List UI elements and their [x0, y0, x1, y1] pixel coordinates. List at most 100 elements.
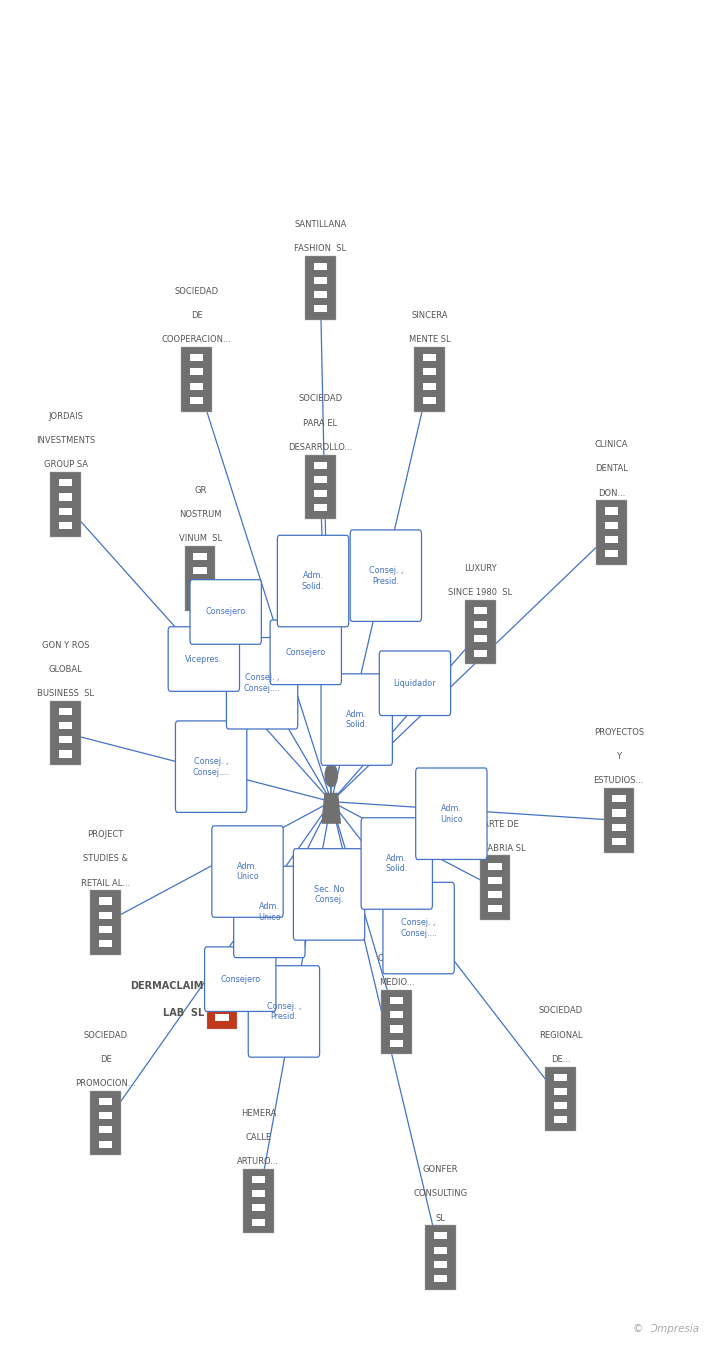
- Text: Consej. ,
Consej....: Consej. , Consej....: [244, 674, 280, 693]
- Bar: [474, 621, 481, 628]
- Text: GON Y ROS: GON Y ROS: [41, 640, 90, 650]
- Bar: [199, 581, 207, 589]
- Bar: [99, 1126, 106, 1134]
- Text: PARA EL: PARA EL: [304, 418, 337, 428]
- Bar: [221, 971, 229, 979]
- Bar: [196, 369, 203, 375]
- Bar: [314, 262, 321, 270]
- Bar: [612, 823, 620, 831]
- Bar: [618, 795, 625, 803]
- Text: Adm.
Unico: Adm. Unico: [236, 862, 259, 881]
- Bar: [314, 277, 321, 284]
- FancyBboxPatch shape: [168, 627, 240, 691]
- Text: PROMOCION...: PROMOCION...: [75, 1079, 136, 1088]
- Bar: [99, 1112, 106, 1119]
- Polygon shape: [322, 792, 341, 823]
- FancyBboxPatch shape: [175, 721, 247, 812]
- Text: Vicepres.: Vicepres.: [186, 655, 222, 663]
- Bar: [414, 347, 445, 412]
- Bar: [434, 1275, 441, 1282]
- Bar: [252, 1176, 259, 1184]
- Text: SOCIEDAD: SOCIEDAD: [539, 1006, 582, 1015]
- Bar: [480, 855, 510, 920]
- FancyBboxPatch shape: [190, 580, 261, 644]
- Bar: [199, 568, 207, 574]
- Bar: [434, 1260, 441, 1268]
- Bar: [59, 722, 66, 729]
- Bar: [252, 1190, 259, 1197]
- Bar: [59, 751, 66, 757]
- Bar: [65, 522, 72, 529]
- Bar: [305, 455, 336, 519]
- Bar: [390, 1025, 397, 1033]
- Bar: [252, 1219, 259, 1225]
- Text: DESARROLLO...: DESARROLLO...: [288, 443, 352, 452]
- Bar: [488, 890, 496, 898]
- Bar: [396, 1025, 403, 1033]
- Bar: [221, 1014, 229, 1021]
- Text: CALLE: CALLE: [245, 1132, 272, 1142]
- Bar: [105, 1126, 112, 1134]
- Bar: [65, 736, 72, 744]
- Text: Adm.
Solid.: Adm. Solid.: [346, 710, 368, 729]
- FancyBboxPatch shape: [321, 674, 392, 765]
- Bar: [221, 999, 229, 1007]
- Text: REARTE DE: REARTE DE: [472, 819, 518, 829]
- Bar: [554, 1088, 561, 1095]
- Bar: [440, 1275, 447, 1282]
- Text: BUSINESS  SL: BUSINESS SL: [37, 689, 94, 698]
- Bar: [605, 507, 612, 515]
- Bar: [314, 490, 321, 498]
- Bar: [320, 504, 327, 511]
- Text: SL: SL: [435, 1213, 446, 1223]
- Bar: [605, 522, 612, 529]
- Bar: [215, 971, 223, 979]
- Text: SOCIEDAD: SOCIEDAD: [175, 286, 218, 296]
- FancyBboxPatch shape: [212, 826, 283, 917]
- Bar: [554, 1102, 561, 1110]
- Bar: [59, 479, 66, 487]
- Text: Adm.
Solid.: Adm. Solid.: [386, 854, 408, 873]
- Bar: [423, 369, 430, 375]
- Bar: [196, 382, 203, 390]
- FancyBboxPatch shape: [226, 638, 298, 729]
- Text: Adm.
Unico: Adm. Unico: [258, 902, 281, 921]
- Bar: [105, 1141, 112, 1147]
- Text: Consejero: Consejero: [220, 975, 261, 983]
- Bar: [560, 1073, 567, 1081]
- Bar: [320, 490, 327, 498]
- Text: DENTAL: DENTAL: [595, 464, 628, 473]
- Text: CLINICA: CLINICA: [595, 440, 628, 449]
- Text: Consej. ,
Presid.: Consej. , Presid.: [266, 1002, 301, 1021]
- Bar: [390, 1011, 397, 1018]
- Text: INVESTMENTS: INVESTMENTS: [36, 436, 95, 445]
- Text: LUXURY: LUXURY: [464, 564, 496, 573]
- Text: COOPERACION...: COOPERACION...: [162, 335, 232, 344]
- FancyBboxPatch shape: [205, 947, 276, 1011]
- FancyBboxPatch shape: [248, 966, 320, 1057]
- Bar: [59, 507, 66, 515]
- Bar: [215, 986, 223, 993]
- Bar: [488, 877, 496, 884]
- Text: DON...: DON...: [598, 488, 625, 498]
- Bar: [545, 1067, 576, 1131]
- Bar: [50, 472, 81, 537]
- Bar: [65, 751, 72, 757]
- Bar: [423, 382, 430, 390]
- Bar: [480, 650, 487, 656]
- Text: ©  Ɔmpresia: © Ɔmpresia: [633, 1325, 699, 1334]
- Bar: [488, 862, 496, 870]
- Bar: [440, 1232, 447, 1240]
- Bar: [199, 553, 207, 561]
- Bar: [314, 476, 321, 483]
- Text: DERMACLAIM: DERMACLAIM: [130, 981, 204, 991]
- Bar: [105, 897, 112, 905]
- Text: Consej. ,
Consej....: Consej. , Consej....: [193, 757, 229, 776]
- Text: REGIONAL: REGIONAL: [539, 1030, 582, 1040]
- Text: STUDIES &: STUDIES &: [83, 854, 128, 863]
- Text: Consejero: Consejero: [285, 648, 326, 656]
- Bar: [381, 990, 412, 1054]
- Text: HEMERA: HEMERA: [241, 1108, 276, 1118]
- Bar: [612, 795, 620, 803]
- Bar: [429, 382, 436, 390]
